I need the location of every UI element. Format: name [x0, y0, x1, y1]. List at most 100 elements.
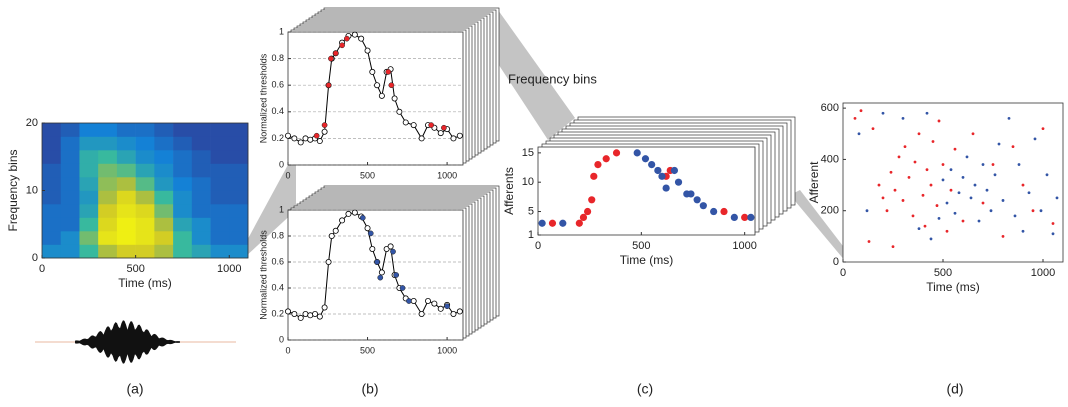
highlight-marker [313, 132, 320, 139]
heatmap-cell [229, 150, 249, 164]
scatter-point [633, 149, 641, 157]
line-marker [297, 314, 304, 321]
heatmap-cell [42, 136, 62, 151]
heatmap-cell [229, 217, 249, 232]
heatmap-cell [116, 190, 136, 205]
scatter-point [658, 172, 666, 180]
y-tick-label: 15 [522, 147, 534, 159]
heatmap-cell [60, 136, 80, 151]
heatmap-cell [154, 136, 174, 151]
scatter-point [981, 163, 985, 166]
heatmap-cell [42, 217, 62, 232]
x-tick-label: 500 [632, 240, 650, 252]
heatmap-cell [98, 163, 118, 178]
x-tick-label: 0 [39, 263, 45, 275]
heatmap-cell [79, 150, 99, 164]
panel-label: (d) [946, 381, 963, 397]
scatter-point [662, 184, 670, 192]
scatter-point [941, 178, 945, 182]
scatter-point [891, 245, 895, 249]
line-marker [321, 304, 328, 311]
heatmap-cell [229, 190, 249, 205]
heatmap-cell [42, 204, 62, 218]
scatter-point [1021, 183, 1025, 187]
line-marker [364, 47, 371, 54]
x-tick-label: 0 [285, 345, 290, 355]
heatmap-cell [98, 204, 118, 218]
scatter-point [602, 155, 610, 163]
heatmap-cell [229, 204, 249, 218]
scatter-point [853, 116, 857, 120]
scatter-point [957, 191, 961, 195]
line-marker [297, 139, 304, 146]
line-marker [358, 35, 365, 42]
line-marker [387, 243, 394, 250]
heatmap-cell [210, 217, 230, 232]
y-tick-label: 0.6 [271, 256, 284, 266]
scatter-point [1031, 209, 1035, 213]
heatmap-cell [135, 177, 155, 191]
scatter-point [937, 217, 941, 220]
panel-label: (c) [637, 381, 653, 397]
scatter-point [859, 109, 863, 113]
heatmap-cell [60, 163, 80, 178]
heatmap-cell [173, 136, 193, 151]
scatter-point [699, 202, 707, 210]
line-marker [378, 92, 385, 99]
scatter-point [901, 116, 905, 120]
heatmap-cell [98, 136, 118, 151]
scatter-point [881, 196, 885, 200]
plot-area [288, 32, 463, 165]
heatmap-cell [210, 163, 230, 178]
x-tick-label: 500 [934, 267, 952, 279]
scatter-point [949, 168, 953, 172]
heatmap-cell [191, 150, 211, 164]
panel: 0 200 400 600 0 500 1000 Time (ms) Afferent [807, 102, 1064, 294]
heatmap-cell [210, 150, 230, 164]
highlight-marker [399, 285, 406, 291]
scatter-point [965, 155, 969, 159]
panel: 0 0.2 0.4 0.6 0.8 1 0 500 1000 Normalized thresho… [258, 7, 500, 180]
scatter-point [945, 229, 949, 233]
heatmap-cell [154, 190, 174, 205]
line-marker [291, 310, 298, 317]
line-marker [316, 313, 323, 320]
heatmap-cell [98, 190, 118, 205]
heatmap-cell [79, 204, 99, 218]
scatter-point [1039, 209, 1043, 213]
heatmap-cell [191, 190, 211, 205]
y-tick-label: 0 [279, 334, 284, 344]
x-tick-label: 0 [285, 170, 290, 180]
line-marker [325, 258, 332, 265]
scatter-point [971, 132, 975, 136]
panel: 0 0.2 0.4 0.6 0.8 1 0 500 1000 Normalized thresho… [258, 185, 500, 355]
heatmap-cell [42, 163, 62, 178]
line-marker [456, 308, 463, 315]
highlight-marker [344, 35, 350, 42]
heatmap-cell [173, 123, 193, 137]
scatter-point [584, 207, 592, 216]
x-tick-label: 500 [126, 263, 144, 275]
heatmap-cell [229, 231, 249, 245]
y-tick-label: 1 [279, 204, 284, 214]
x-tick-label: 1000 [732, 240, 756, 252]
y-axis-label: Afferents [502, 167, 516, 215]
heatmap-cell [42, 244, 62, 259]
scatter-point [941, 163, 945, 166]
scatter-point [670, 166, 679, 175]
heatmap-cell [79, 244, 99, 259]
highlight-marker [339, 42, 345, 49]
heatmap-cell [210, 123, 230, 137]
heatmap-cell [116, 150, 136, 164]
heatmap-cell [42, 190, 62, 205]
line-marker [284, 132, 291, 139]
y-tick-label: 20 [26, 117, 38, 129]
axes-frame [287, 209, 464, 341]
y-tick-label: 10 [26, 184, 38, 196]
scatter-point [953, 147, 957, 151]
heatmap-cell [210, 244, 230, 259]
scatter-point [961, 219, 965, 223]
panel-label: (b) [361, 381, 378, 397]
heatmap-cell [154, 204, 174, 218]
highlight-marker [377, 274, 384, 281]
